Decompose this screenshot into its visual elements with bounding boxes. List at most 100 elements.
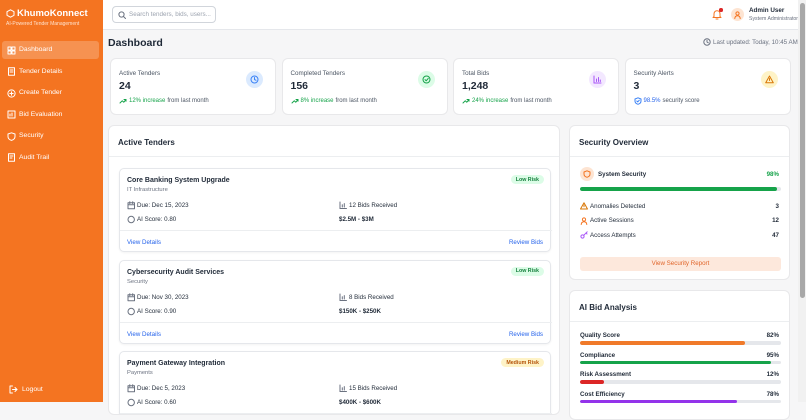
icon-shape xyxy=(127,292,135,301)
icon-shape xyxy=(7,88,16,98)
stat-icon xyxy=(589,71,606,88)
nav-icon xyxy=(7,110,16,119)
analysis-value: 12% xyxy=(766,371,779,378)
icon-shape xyxy=(585,232,588,235)
panel-title: Active Tenders xyxy=(118,138,175,147)
icon-shape xyxy=(9,385,13,394)
scrollbar-thumb[interactable] xyxy=(799,3,805,298)
stat-icon-glyph xyxy=(422,75,431,84)
stat-icon xyxy=(246,71,263,88)
top-bar: Search tenders, bids, users... Admin User… xyxy=(103,0,798,30)
icon-shape xyxy=(7,50,12,54)
progress-track xyxy=(580,360,781,364)
tender-budget: $150K - $250K xyxy=(339,307,381,315)
icon-shape xyxy=(339,293,347,301)
review-bids-link[interactable]: Review Bids xyxy=(508,330,543,338)
tender-bids: 8 Bids Received xyxy=(349,293,394,301)
icon-shape xyxy=(123,99,127,102)
search-box[interactable]: Search tenders, bids, users... xyxy=(112,6,216,23)
icon-shape xyxy=(7,46,16,54)
icon-shape xyxy=(127,215,135,224)
icon-shape xyxy=(127,384,135,393)
last-updated: Last updated: Today, 10:45 AM xyxy=(713,39,798,46)
icon-shape xyxy=(127,398,135,407)
nav-label: Audit Trail xyxy=(19,153,50,161)
nav-label: Bid Evaluation xyxy=(19,110,63,118)
panel-title: Security Overview xyxy=(579,138,649,147)
card-divider xyxy=(120,413,552,414)
icon-shape xyxy=(462,99,470,104)
nav-item[interactable]: Dashboard xyxy=(2,41,99,59)
search-icon xyxy=(118,10,126,19)
icon-shape xyxy=(7,88,16,98)
card-divider xyxy=(120,230,552,231)
view-details-link[interactable]: View Details xyxy=(127,330,161,338)
notification-dot xyxy=(719,8,723,12)
progress-track xyxy=(580,380,781,384)
stat-change-suffix: from last month xyxy=(167,98,209,104)
nav-label: Create Tender xyxy=(19,89,62,96)
icon-shape xyxy=(7,110,16,119)
review-bids-link[interactable]: Review Bids xyxy=(508,239,543,246)
icon-shape xyxy=(7,46,12,50)
stat-card: Active Tenders 24 12% increase from last mo… xyxy=(110,58,276,115)
tender-ai-score: AI Score: 0.90 xyxy=(137,307,177,315)
brand-tagline: AI-Powered Tender Management xyxy=(6,21,80,27)
security-report-button[interactable]: View Security Report xyxy=(580,257,781,271)
metric-value: 47 xyxy=(772,231,779,239)
risk-badge: Low Risk xyxy=(510,175,544,184)
nav-item[interactable]: Create Tender xyxy=(2,84,99,102)
nav-item[interactable]: Security xyxy=(2,127,99,145)
icon-shape xyxy=(119,99,127,104)
card-divider xyxy=(120,321,552,323)
icon-shape xyxy=(127,202,135,210)
sidebar: KhumoKonnect AI-Powered Tender Management… xyxy=(0,0,103,402)
nav-item[interactable]: Tender Details xyxy=(2,63,99,81)
tender-name: Payment Gateway Integration xyxy=(127,360,226,367)
tender-name: Cybersecurity Audit Services xyxy=(127,268,225,276)
analysis-label: Quality Score xyxy=(580,332,620,339)
icon-shape xyxy=(118,10,126,19)
progress-fill xyxy=(580,187,777,191)
risk-badge: Low Risk xyxy=(510,266,544,276)
nav-item[interactable]: Audit Trail xyxy=(2,149,99,167)
progress-track xyxy=(580,341,781,345)
stat-value: 156 xyxy=(290,80,309,92)
avatar-icon xyxy=(734,10,741,19)
icon-shape xyxy=(123,15,126,19)
metric-icon xyxy=(580,217,588,225)
view-details-link[interactable]: View Details xyxy=(127,239,161,246)
nav-item[interactable]: Bid Evaluation xyxy=(2,106,99,124)
logout-button[interactable]: Logout xyxy=(22,386,43,393)
stat-change-row: 24% increase from last month xyxy=(462,97,552,105)
icon-shape xyxy=(250,75,259,84)
tender-name: Core Banking System Upgrade xyxy=(127,177,230,184)
metric-icon xyxy=(580,231,588,239)
metric-label: Access Attempts xyxy=(590,231,636,239)
stat-change-suffix: from last month xyxy=(335,98,377,104)
icon-shape xyxy=(580,231,588,239)
security-overview-panel: Security Overview System Security 98% Anoma… xyxy=(569,125,790,280)
icon-shape xyxy=(580,217,588,225)
stat-change-icon xyxy=(291,97,299,105)
tender-budget: $2.5M - $3M xyxy=(339,216,374,223)
stat-change-row: 12% increase from last month xyxy=(119,97,209,105)
progress-track xyxy=(580,187,781,191)
icon-shape xyxy=(127,201,135,210)
tender-due: Due: Nov 30, 2023 xyxy=(137,293,189,301)
icon-shape xyxy=(764,75,774,84)
stat-change: 98.5% xyxy=(643,98,661,104)
icon-shape xyxy=(127,385,135,393)
user-avatar[interactable] xyxy=(731,8,744,21)
stat-change-row: 98.5% security score xyxy=(634,97,700,105)
icon-shape xyxy=(11,46,16,50)
icon-shape xyxy=(583,170,591,178)
analysis-label: Compliance xyxy=(580,351,616,359)
icon-shape xyxy=(712,10,722,20)
notification-bell[interactable] xyxy=(712,9,722,20)
stat-change-row: 8% increase from last month xyxy=(291,97,377,105)
stat-change: 24% increase xyxy=(472,98,509,104)
icon-shape xyxy=(8,153,15,162)
scrollbar-track xyxy=(798,0,806,402)
